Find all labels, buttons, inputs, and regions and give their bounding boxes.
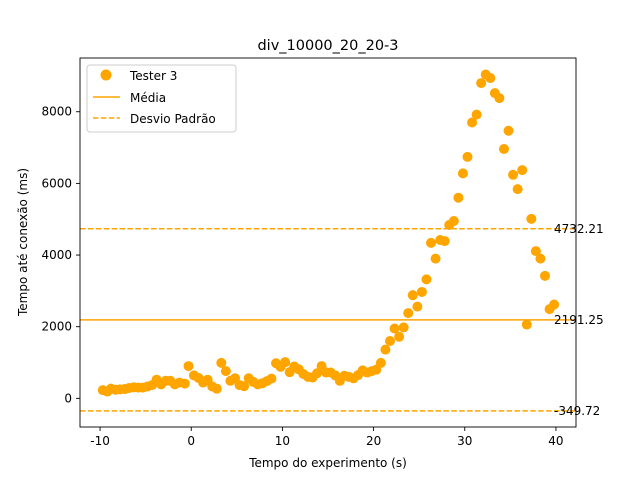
data-point: [385, 336, 395, 347]
legend-label-media: Média: [130, 91, 166, 105]
data-point: [239, 381, 250, 392]
data-point: [517, 165, 528, 176]
data-point: [266, 373, 277, 384]
data-point: [407, 290, 418, 301]
data-point: [549, 299, 560, 310]
y-tick-label: 0: [64, 391, 72, 405]
data-point: [312, 368, 323, 379]
data-point: [380, 344, 391, 355]
data-point: [457, 168, 468, 179]
data-point: [508, 169, 519, 180]
legend-marker-tester-3: [100, 69, 112, 81]
data-point: [183, 361, 194, 372]
reference-line-label-0: 4732.21: [554, 222, 604, 236]
data-point: [485, 73, 496, 84]
legend: Tester 3 Média Desvio Padrão: [86, 64, 237, 133]
x-tick-label: 40: [548, 434, 563, 448]
data-point: [462, 151, 473, 162]
data-point: [471, 109, 482, 120]
data-point: [403, 308, 414, 319]
data-point: [280, 357, 291, 368]
data-point: [535, 253, 546, 264]
data-point: [412, 301, 423, 312]
y-tick-label: 2000: [41, 320, 72, 334]
data-point: [453, 192, 464, 203]
data-points: [97, 69, 560, 397]
data-point: [179, 378, 190, 389]
legend-label-tester-3: Tester 3: [129, 69, 177, 83]
data-point: [421, 274, 432, 285]
legend-label-desvio-padrao: Desvio Padrão: [130, 112, 216, 126]
data-point: [512, 184, 523, 195]
x-tick-label: 20: [366, 434, 381, 448]
data-point: [216, 357, 227, 368]
x-axis-label: Tempo do experimento (s): [248, 456, 407, 470]
data-point: [494, 93, 505, 104]
chart-title: div_10000_20_20-3: [257, 38, 398, 54]
data-point: [389, 323, 400, 334]
data-point: [394, 331, 405, 342]
data-point: [439, 236, 450, 247]
data-point: [398, 322, 409, 333]
data-point: [467, 117, 478, 128]
y-tick-label: 4000: [41, 248, 72, 262]
legend-box: [86, 64, 237, 133]
data-point: [416, 286, 427, 297]
data-point: [476, 78, 487, 89]
reference-line-label-2: -349.72: [554, 404, 600, 418]
data-point: [503, 125, 514, 136]
x-tick-label: 10: [275, 434, 290, 448]
axes: -10 0 10 20 30 40 0 2000 4000 6000 8000: [41, 105, 563, 448]
data-point: [220, 366, 231, 377]
y-axis-label: Tempo até conexão (ms): [16, 168, 30, 317]
data-point: [375, 357, 386, 368]
data-point: [530, 246, 541, 257]
data-point: [540, 270, 550, 281]
reference-line-label-1: 2191.25: [554, 313, 604, 327]
y-tick-label: 8000: [41, 105, 72, 119]
data-point: [430, 253, 441, 264]
plot-frame: [79, 57, 577, 428]
data-point: [498, 143, 509, 154]
y-tick-label: 6000: [41, 176, 72, 190]
x-tick-label: 30: [457, 434, 472, 448]
data-point: [211, 383, 222, 394]
data-point: [448, 216, 459, 227]
x-tick-label: -10: [90, 434, 110, 448]
data-point: [521, 319, 532, 330]
data-point: [426, 237, 437, 248]
data-point: [526, 213, 537, 224]
reference-lines: 4732.21 2191.25 -349.72: [80, 222, 604, 418]
x-tick-label: 0: [187, 434, 195, 448]
